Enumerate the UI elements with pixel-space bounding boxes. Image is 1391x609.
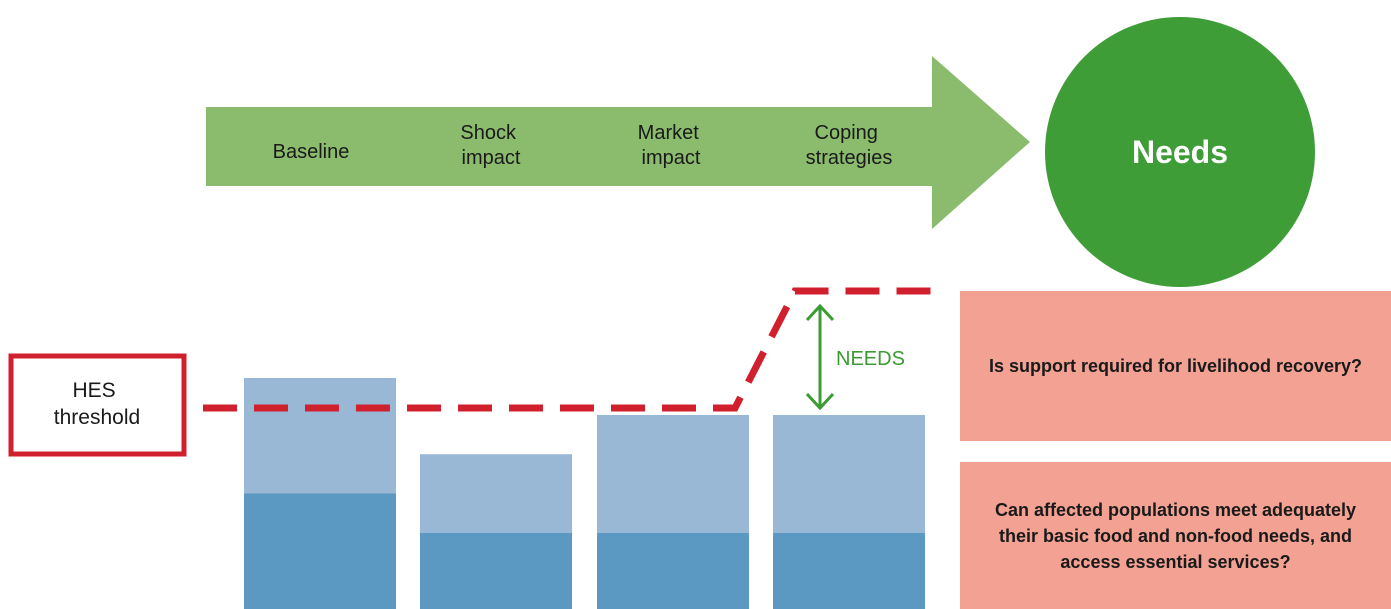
question-basic-needs: Can affected populations meet adequately… xyxy=(960,462,1391,609)
bar-4-upper xyxy=(773,414,925,533)
needs-circle-label: Needs xyxy=(1132,134,1228,170)
question-livelihood-recovery: Is support required for livelihood recov… xyxy=(960,291,1391,441)
process-arrow xyxy=(206,56,1030,229)
hes-threshold-label: HES threshold xyxy=(54,379,140,429)
bar-3-upper xyxy=(597,414,749,533)
bar-1-upper xyxy=(244,378,396,494)
hes-threshold-line xyxy=(203,287,945,412)
question-livelihood-recovery-text: Is support required for livelihood recov… xyxy=(988,356,1363,376)
step-coping-strategies-label: Coping strategies xyxy=(806,122,893,169)
step-baseline-label: Baseline xyxy=(273,141,350,163)
step-market-impact-label: Market impact xyxy=(638,122,705,169)
bar-3-lower xyxy=(597,532,749,609)
question-basic-needs-text: Can affected populations meet adequately… xyxy=(994,499,1357,572)
needs-gap-label: NEEDS xyxy=(836,348,905,370)
step-shock-impact-label: Shock impact xyxy=(460,122,521,169)
bar-4-lower xyxy=(773,532,925,609)
needs-gap-arrow xyxy=(805,303,835,411)
needs-circle xyxy=(1045,17,1315,287)
bars-group xyxy=(244,378,925,609)
bar-2-upper xyxy=(420,454,572,533)
bar-1-lower xyxy=(244,493,396,609)
bar-2-lower xyxy=(420,532,572,609)
hes-threshold-box xyxy=(8,353,187,457)
